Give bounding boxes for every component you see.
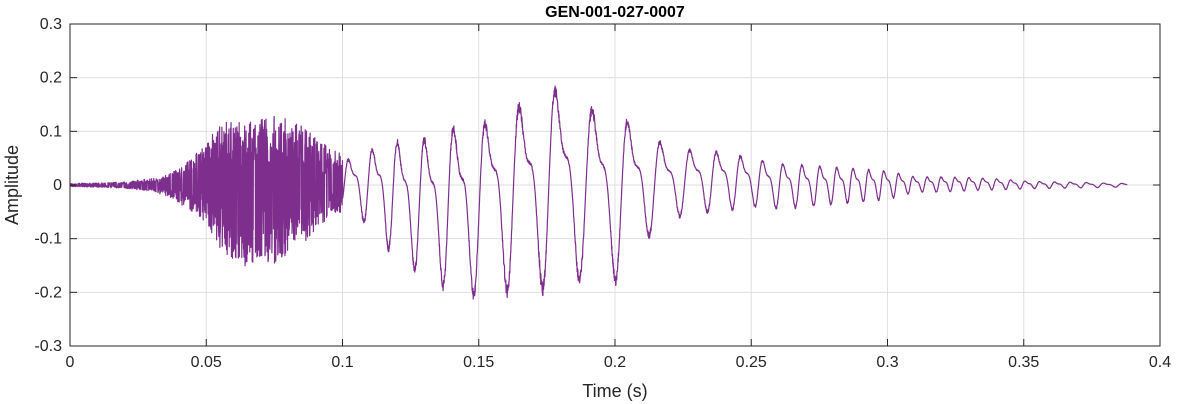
x-tick-label: 0.4 <box>1149 354 1171 371</box>
tick-marks <box>69 23 1161 347</box>
x-tick-label: 0.25 <box>736 354 767 371</box>
x-tick-label: 0.15 <box>463 354 494 371</box>
x-tick-label: 0.05 <box>191 354 222 371</box>
y-tick-label: 0 <box>53 177 62 194</box>
y-tick-label: 0.3 <box>40 16 62 33</box>
chart-title: GEN-001-027-0007 <box>545 4 685 21</box>
x-axis-label: Time (s) <box>582 381 647 401</box>
y-tick-label: -0.2 <box>34 284 62 301</box>
x-tick-label: 0.2 <box>604 354 626 371</box>
y-tick-label: -0.3 <box>34 338 62 355</box>
plot-area <box>69 85 1128 300</box>
x-tick-label: 0 <box>66 354 75 371</box>
y-tick-label: -0.1 <box>34 231 62 248</box>
x-tick-label: 0.35 <box>1008 354 1039 371</box>
y-tick-label: 0.1 <box>40 123 62 140</box>
waveform-line <box>69 85 1128 300</box>
y-tick-label: 0.2 <box>40 70 62 87</box>
x-tick-labels: 0 0.05 0.1 0.15 0.2 0.25 0.3 0.35 0.4 <box>66 354 1172 371</box>
x-tick-label: 0.1 <box>331 354 353 371</box>
y-tick-labels: -0.3 -0.2 -0.1 0 0.1 0.2 0.3 <box>34 16 62 355</box>
x-tick-label: 0.3 <box>876 354 898 371</box>
y-axis-label: Amplitude <box>2 145 22 225</box>
